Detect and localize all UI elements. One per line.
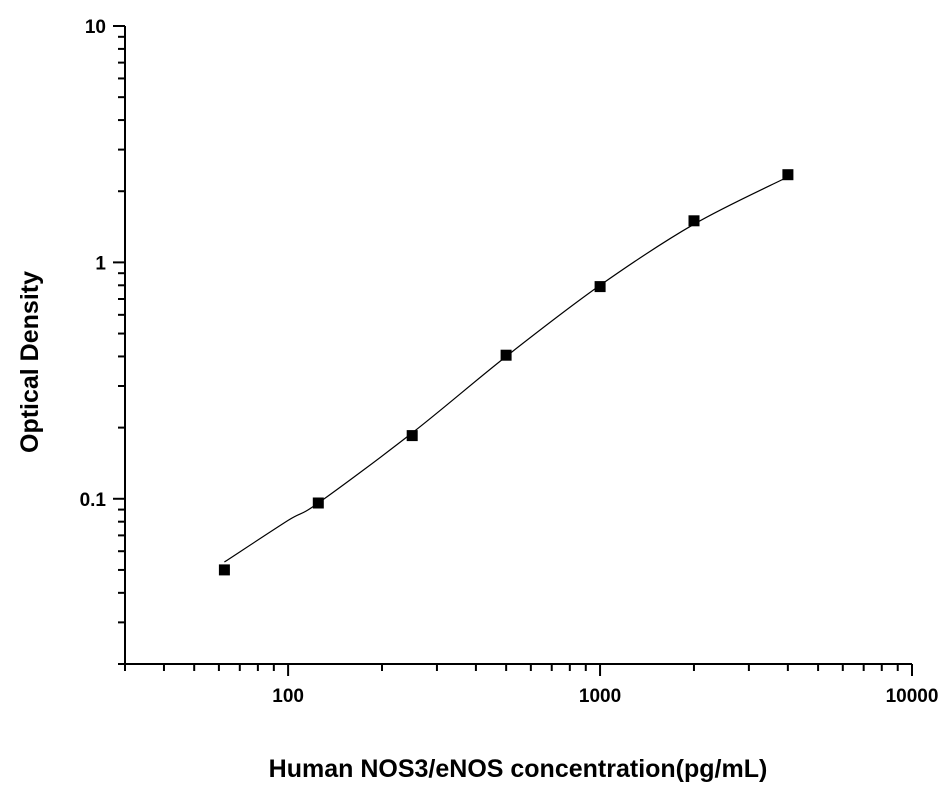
- y-tick-label: 0.1: [80, 490, 107, 511]
- y-axis-title: Optical Density: [16, 271, 44, 453]
- data-point: [500, 349, 512, 361]
- data-point: [312, 497, 324, 509]
- data-point: [406, 430, 418, 442]
- data-point: [688, 215, 700, 227]
- data-point: [782, 169, 794, 181]
- data-point: [218, 564, 230, 576]
- x-tick-label: 100: [272, 686, 304, 707]
- ticks: [113, 25, 913, 676]
- y-tick-label: 1: [95, 253, 106, 274]
- tick-labels: 100 1000 10000 0.1 1 10: [80, 17, 939, 707]
- data-points: [218, 169, 794, 576]
- axes: [124, 26, 912, 665]
- data-point: [594, 281, 606, 293]
- fit-curve: [224, 176, 789, 563]
- y-tick-label: 10: [85, 17, 106, 38]
- x-tick-label: 1000: [579, 686, 621, 707]
- x-axis-title: Human NOS3/eNOS concentration(pg/mL): [269, 755, 768, 783]
- x-tick-label: 10000: [886, 686, 939, 707]
